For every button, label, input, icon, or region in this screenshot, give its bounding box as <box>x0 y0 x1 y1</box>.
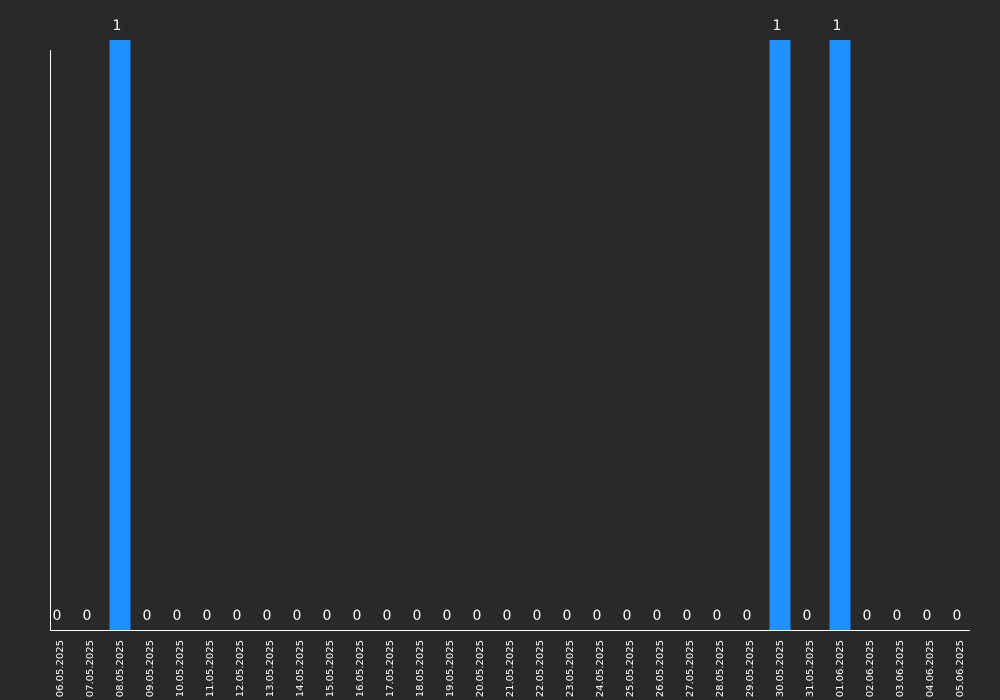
x-tick-label: 11.05.2025 <box>205 640 216 697</box>
value-label: 0 <box>623 608 632 624</box>
x-tick-label: 14.05.2025 <box>295 640 306 697</box>
x-tick-label: 29.05.2025 <box>745 640 756 697</box>
x-tick-label: 23.05.2025 <box>565 640 576 697</box>
value-label: 0 <box>893 608 902 624</box>
x-tick-label: 28.05.2025 <box>715 640 726 697</box>
value-label: 0 <box>53 608 62 624</box>
x-tick-label: 15.05.2025 <box>325 640 336 697</box>
x-tick-label: 05.06.2025 <box>955 640 966 697</box>
x-tick-label: 10.05.2025 <box>175 640 186 697</box>
value-label: 0 <box>713 608 722 624</box>
value-label: 0 <box>263 608 272 624</box>
value-label: 0 <box>533 608 542 624</box>
x-tick-label: 17.05.2025 <box>385 640 396 697</box>
value-label: 0 <box>743 608 752 624</box>
x-tick-label: 21.05.2025 <box>505 640 516 697</box>
value-label: 0 <box>413 608 422 624</box>
x-tick-label: 25.05.2025 <box>625 640 636 697</box>
x-tick-label: 06.05.2025 <box>55 640 66 697</box>
value-label: 1 <box>833 18 842 34</box>
x-tick-label: 19.05.2025 <box>445 640 456 697</box>
x-tick-label: 03.06.2025 <box>895 640 906 697</box>
value-label: 0 <box>653 608 662 624</box>
value-label: 0 <box>863 608 872 624</box>
x-tick-label: 01.06.2025 <box>835 640 846 697</box>
x-tick-label: 31.05.2025 <box>805 640 816 697</box>
value-label: 0 <box>293 608 302 624</box>
value-label: 0 <box>383 608 392 624</box>
bar <box>829 40 851 630</box>
value-label: 0 <box>953 608 962 624</box>
x-tick-label: 09.05.2025 <box>145 640 156 697</box>
x-tick-label: 26.05.2025 <box>655 640 666 697</box>
bar <box>109 40 131 630</box>
x-tick-label: 22.05.2025 <box>535 640 546 697</box>
x-tick-label: 27.05.2025 <box>685 640 696 697</box>
value-label: 0 <box>563 608 572 624</box>
x-tick-label: 12.05.2025 <box>235 640 246 697</box>
x-tick-label: 13.05.2025 <box>265 640 276 697</box>
value-label: 0 <box>83 608 92 624</box>
value-label: 0 <box>323 608 332 624</box>
value-label: 0 <box>473 608 482 624</box>
value-label: 0 <box>803 608 812 624</box>
x-tick-label: 04.06.2025 <box>925 640 936 697</box>
value-label: 0 <box>353 608 362 624</box>
value-label: 0 <box>143 608 152 624</box>
value-label: 1 <box>773 18 782 34</box>
bar <box>769 40 791 630</box>
x-tick-label: 20.05.2025 <box>475 640 486 697</box>
x-tick-label: 02.06.2025 <box>865 640 876 697</box>
x-tick-label: 30.05.2025 <box>775 640 786 697</box>
x-tick-label: 08.05.2025 <box>115 640 126 697</box>
x-tick-label: 16.05.2025 <box>355 640 366 697</box>
value-label: 0 <box>443 608 452 624</box>
x-tick-label: 07.05.2025 <box>85 640 96 697</box>
value-label: 0 <box>923 608 932 624</box>
x-tick-label: 24.05.2025 <box>595 640 606 697</box>
value-label: 0 <box>173 608 182 624</box>
value-label: 0 <box>593 608 602 624</box>
value-label: 0 <box>683 608 692 624</box>
value-label: 0 <box>203 608 212 624</box>
value-label: 0 <box>233 608 242 624</box>
x-tick-label: 18.05.2025 <box>415 640 426 697</box>
value-label: 0 <box>503 608 512 624</box>
value-label: 1 <box>113 18 122 34</box>
